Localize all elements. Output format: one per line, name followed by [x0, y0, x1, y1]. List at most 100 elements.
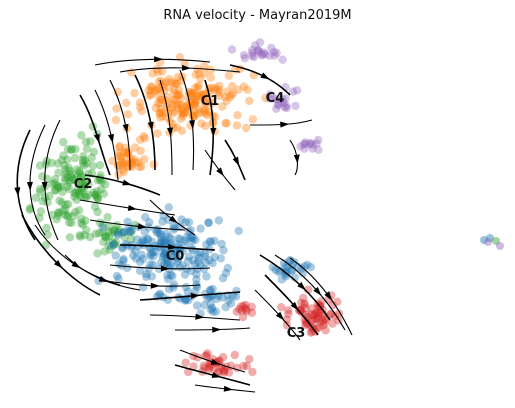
cell-point-c2: [78, 159, 88, 168]
cell-point-c1: [114, 170, 123, 179]
cell-point-c4: [314, 135, 323, 145]
cell-point-c1: [153, 99, 163, 108]
cell-point-c2: [67, 145, 77, 154]
cell-point-c0: [159, 250, 169, 260]
streamline-arrow: [260, 72, 270, 80]
cell-point-c1: [199, 106, 209, 116]
cell-point-c3: [232, 307, 241, 316]
cell-point-c4: [255, 47, 264, 56]
cell-point-c2: [56, 182, 65, 192]
cell-point-c2: [82, 225, 91, 235]
cell-point-c2: [93, 176, 103, 185]
velocity-streamlines: [14, 56, 353, 393]
cell-point-c3: [204, 364, 213, 374]
cell-point-c2: [35, 161, 45, 170]
cell-point-c1: [150, 87, 160, 96]
cell-point-c2: [76, 232, 85, 241]
cell-point-c0: [138, 235, 148, 245]
cell-point-c1: [215, 85, 224, 95]
cell-point-c1: [136, 146, 145, 156]
cell-point-c3: [320, 318, 329, 328]
cell-point-c1: [193, 83, 203, 92]
cell-point-c1: [135, 162, 144, 172]
cell-point-c1: [120, 158, 130, 167]
cell-point-c0: [192, 301, 202, 310]
cell-point-c0: [182, 233, 191, 242]
cell-point-c0: [276, 266, 285, 275]
cell-point-c0: [188, 245, 198, 255]
cell-point-c0: [173, 253, 182, 262]
cell-point-c1: [126, 154, 136, 164]
cell-point-c4: [267, 43, 276, 53]
cell-point-c1: [169, 107, 179, 116]
cell-point-c2: [31, 193, 41, 202]
cell-point-c0: [205, 237, 214, 246]
cell-point-c1: [131, 158, 141, 167]
cell-point-c1: [261, 93, 270, 103]
cell-point-c1: [194, 69, 204, 79]
streamline-arrow: [137, 223, 148, 230]
cell-point-c2: [81, 216, 90, 225]
cell-point-c0: [166, 270, 176, 280]
cell-point-c2: [93, 249, 102, 258]
cell-point-c4: [240, 54, 250, 63]
cell-point-c2: [76, 192, 86, 201]
cell-point-c1: [225, 93, 234, 102]
cell-point-c2: [77, 186, 87, 195]
cell-point-c4: [239, 50, 249, 60]
cell-point-c2: [91, 229, 101, 238]
cell-point-c1: [168, 109, 178, 118]
streamline-arrow: [150, 282, 160, 289]
streamline: [179, 69, 195, 171]
cell-point-c0: [208, 307, 218, 316]
cell-point-c1: [176, 94, 185, 103]
cell-point-c2: [70, 189, 80, 198]
cell-point-c1: [190, 98, 200, 108]
cell-point-c1: [189, 106, 199, 115]
cell-point-c0: [223, 263, 232, 273]
cell-point-c1: [155, 108, 165, 118]
cell-point-c1: [215, 91, 224, 101]
cell-point-c1: [194, 91, 203, 101]
cell-point-c2: [87, 153, 96, 162]
cell-point-c2: [105, 232, 114, 241]
cell-point-c2: [108, 237, 118, 247]
cell-point-c0: [125, 227, 135, 237]
cell-point-c2: [64, 163, 74, 173]
cell-point-c1: [175, 100, 184, 109]
cell-point-c0: [119, 254, 128, 264]
cell-point-c4: [251, 41, 260, 50]
cell-point-c4: [288, 87, 298, 96]
cell-point-c2: [61, 169, 70, 178]
cell-point-c1: [123, 110, 133, 119]
cell-point-c0: [184, 218, 194, 227]
cell-point-c2: [109, 226, 119, 236]
cell-point-c2: [64, 218, 74, 227]
cell-point-c0: [164, 232, 174, 242]
cell-point-c2: [63, 211, 73, 220]
cell-point-c2: [92, 187, 102, 196]
cell-point-c4: [255, 38, 265, 47]
chart-title: RNA velocity - Mayran2019M: [163, 8, 352, 23]
cell-point-c4: [272, 104, 281, 114]
cell-point-c3: [205, 362, 214, 372]
cell-point-c1: [115, 142, 124, 151]
streamline-arrow: [168, 215, 178, 224]
cell-point-c3: [181, 358, 190, 367]
cell-point-c0: [114, 259, 124, 269]
cluster-label-c2: C2: [74, 177, 93, 192]
cell-point-c2: [78, 220, 88, 229]
cell-point-c0: [148, 248, 157, 257]
cell-point-c0: [144, 264, 153, 273]
cell-point-c2: [69, 211, 78, 221]
cell-point-c0: [205, 256, 214, 265]
cell-point-c0: [146, 251, 155, 261]
cell-point-c1: [146, 90, 155, 99]
cell-point-c2: [77, 184, 87, 193]
streamline: [264, 274, 319, 336]
cell-point-c2: [70, 175, 80, 185]
cell-point-c0: [180, 236, 189, 246]
cell-point-c4: [270, 51, 279, 60]
cell-point-c0: [113, 229, 122, 238]
cell-point-c2: [110, 226, 120, 235]
